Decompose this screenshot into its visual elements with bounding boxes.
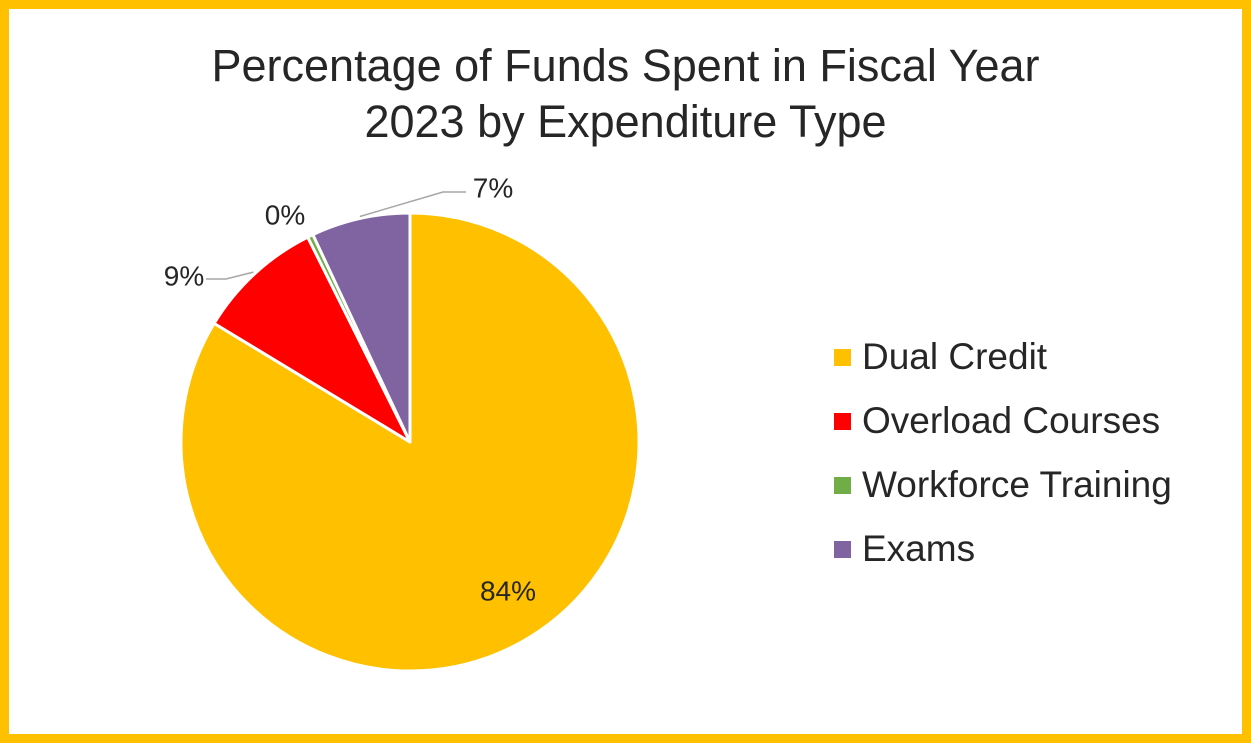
leader-line-overload-courses <box>206 271 254 280</box>
chart-title-line-2: 2023 by Expenditure Type <box>364 96 887 147</box>
legend-swatch-workforce-training <box>834 476 851 494</box>
legend-item-dual-credit: Dual Credit <box>834 325 1172 389</box>
chart-title-line-1: Percentage of Funds Spent in Fiscal Year <box>211 40 1040 91</box>
data-label-workforce-training: 0% <box>265 199 305 230</box>
legend: Dual Credit Overload Courses Workforce T… <box>834 325 1172 581</box>
leader-line-exams <box>359 191 466 218</box>
legend-swatch-overload-courses <box>834 412 851 430</box>
legend-label-dual-credit: Dual Credit <box>862 336 1048 377</box>
legend-item-workforce-training: Workforce Training <box>834 453 1172 517</box>
pie-slice-overload-courses <box>212 235 412 444</box>
legend-label-workforce-training: Workforce Training <box>862 464 1172 505</box>
chart-title: Percentage of Funds Spent in Fiscal Year… <box>0 38 1251 150</box>
data-label-overload-courses: 9% <box>164 260 204 291</box>
legend-label-exams: Exams <box>862 528 976 569</box>
legend-item-exams: Exams <box>834 517 1172 581</box>
data-label-exams: 7% <box>473 172 513 203</box>
pie-slice-dual-credit <box>179 211 641 673</box>
legend-swatch-dual-credit <box>834 348 851 366</box>
legend-item-overload-courses: Overload Courses <box>834 389 1172 453</box>
legend-label-overload-courses: Overload Courses <box>862 400 1161 441</box>
pie-slice-exams <box>311 211 412 444</box>
data-label-dual-credit: 84% <box>480 575 536 606</box>
legend-swatch-exams <box>834 540 851 558</box>
